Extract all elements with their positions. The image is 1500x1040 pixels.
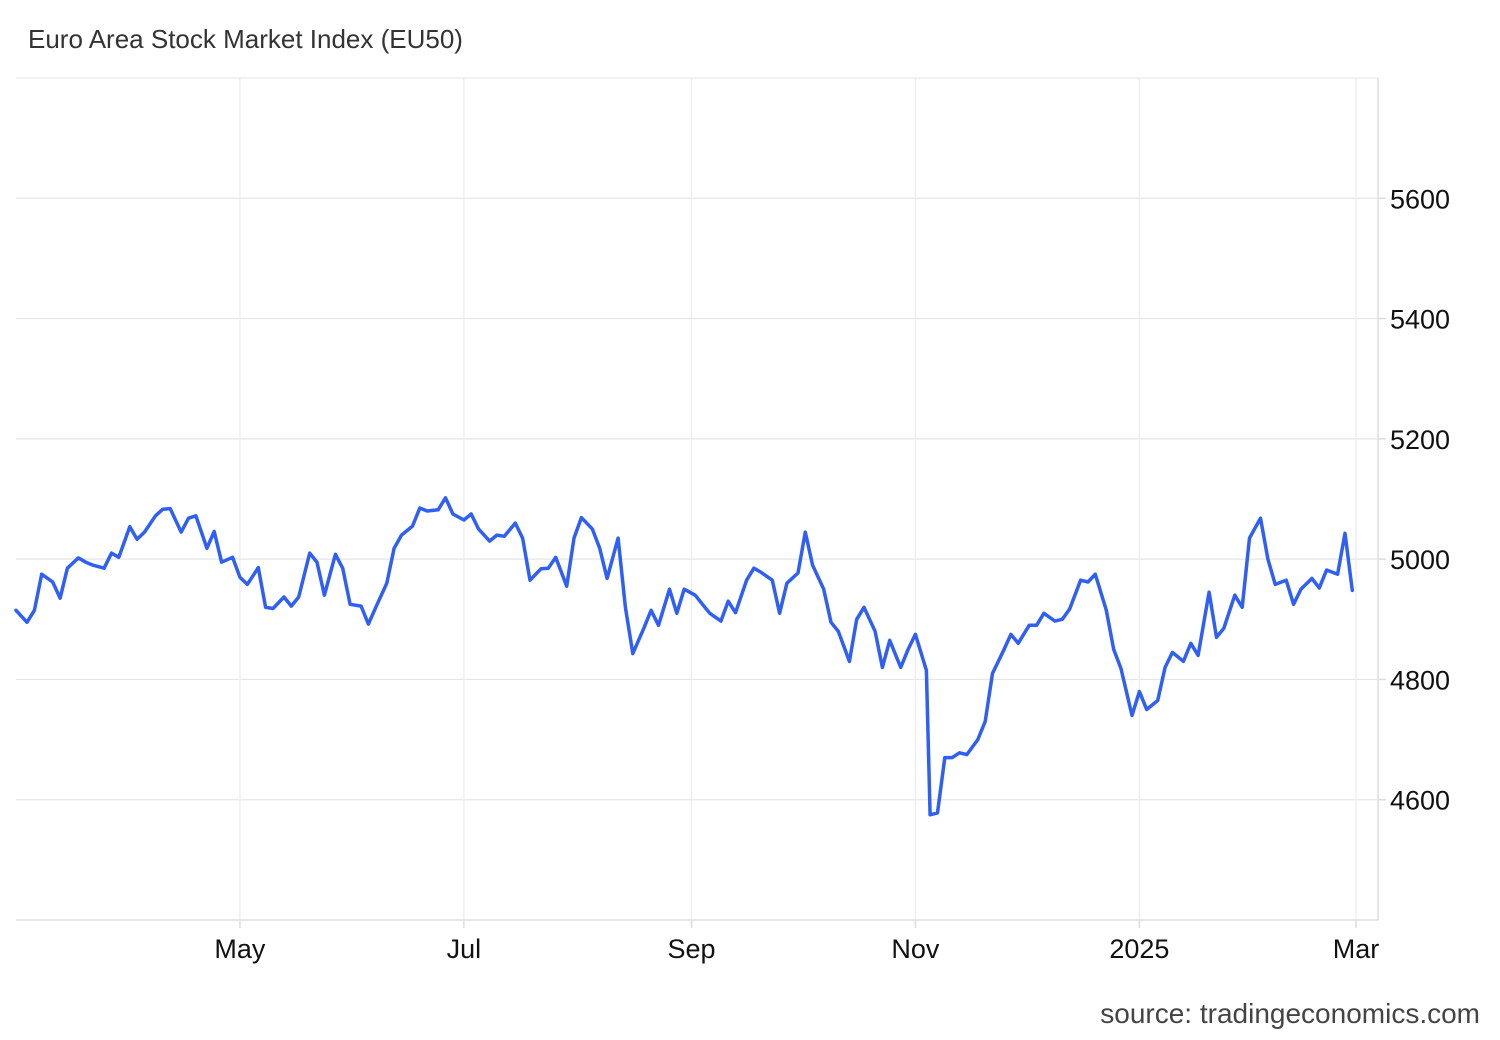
x-tick-label: Sep	[667, 934, 715, 964]
source-credit: source: tradingeconomics.com	[1100, 998, 1480, 1029]
axes	[16, 77, 1386, 928]
x-tick-label: May	[214, 934, 266, 964]
series-layer	[14, 496, 1355, 817]
chart-title: Euro Area Stock Market Index (EU50)	[28, 24, 463, 54]
y-tick-label: 4600	[1390, 786, 1450, 816]
grid	[16, 78, 1378, 920]
x-tick-label: Nov	[891, 934, 940, 964]
y-tick-label: 5400	[1390, 305, 1450, 335]
x-axis-ticks: May Jul Sep Nov 2025 Mar	[214, 934, 1379, 964]
x-tick-label: 2025	[1109, 934, 1169, 964]
x-tick-label: Mar	[1333, 934, 1380, 964]
y-tick-label: 5000	[1390, 545, 1450, 575]
y-tick-label: 5600	[1390, 184, 1450, 214]
x-tick-label: Jul	[447, 934, 482, 964]
y-tick-label: 4800	[1390, 665, 1450, 695]
y-tick-label: 5200	[1390, 425, 1450, 455]
y-axis-ticks: 4600 4800 5000 5200 5400 5600	[1390, 184, 1450, 815]
series-line	[14, 496, 1355, 817]
